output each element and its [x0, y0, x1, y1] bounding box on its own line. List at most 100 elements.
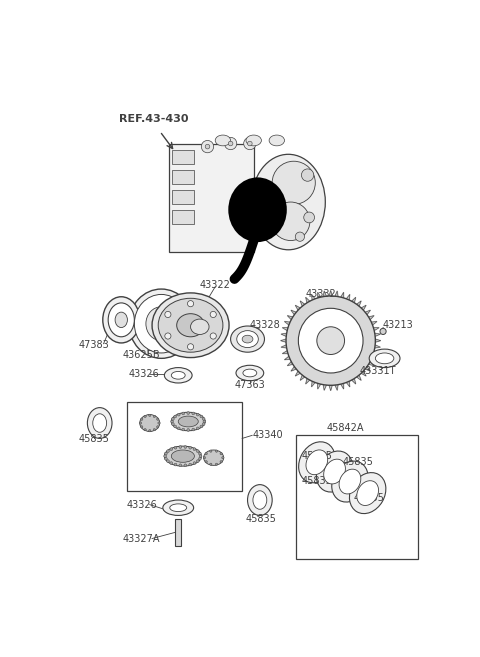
Circle shape	[165, 457, 167, 460]
Circle shape	[205, 453, 207, 455]
Circle shape	[314, 307, 316, 309]
Text: 43331T: 43331T	[360, 367, 396, 376]
Ellipse shape	[339, 469, 361, 494]
Ellipse shape	[242, 335, 253, 343]
Circle shape	[248, 141, 252, 146]
Ellipse shape	[243, 369, 257, 377]
Circle shape	[170, 462, 173, 464]
Polygon shape	[282, 351, 288, 353]
Polygon shape	[329, 290, 332, 296]
Circle shape	[156, 418, 159, 420]
Bar	[172, 150, 193, 164]
Circle shape	[220, 461, 222, 463]
Circle shape	[210, 333, 216, 339]
Ellipse shape	[170, 504, 187, 512]
Ellipse shape	[146, 307, 177, 340]
Circle shape	[171, 422, 174, 426]
Polygon shape	[312, 381, 315, 387]
Text: 47363: 47363	[234, 380, 265, 390]
Text: 47383: 47383	[78, 340, 109, 350]
Circle shape	[202, 417, 205, 420]
Circle shape	[200, 425, 203, 428]
Text: 43326: 43326	[129, 369, 160, 378]
Polygon shape	[341, 383, 344, 389]
Ellipse shape	[375, 353, 394, 364]
Ellipse shape	[108, 303, 134, 337]
Circle shape	[167, 450, 169, 453]
Ellipse shape	[103, 297, 140, 343]
Polygon shape	[324, 385, 326, 390]
Circle shape	[171, 417, 174, 420]
Circle shape	[187, 428, 190, 432]
Polygon shape	[373, 328, 379, 330]
Circle shape	[205, 461, 207, 463]
Ellipse shape	[271, 202, 310, 240]
Text: 45835: 45835	[301, 476, 332, 486]
Circle shape	[189, 446, 192, 449]
Ellipse shape	[204, 450, 224, 465]
Ellipse shape	[246, 135, 262, 146]
Circle shape	[196, 460, 199, 463]
Text: 45835: 45835	[246, 514, 277, 524]
Circle shape	[225, 137, 237, 150]
Circle shape	[184, 464, 187, 466]
Ellipse shape	[357, 481, 379, 505]
Circle shape	[164, 455, 167, 457]
Ellipse shape	[215, 135, 230, 146]
Polygon shape	[318, 292, 321, 298]
Polygon shape	[300, 301, 305, 306]
Circle shape	[203, 305, 205, 307]
Polygon shape	[369, 361, 374, 366]
Polygon shape	[306, 298, 310, 303]
Ellipse shape	[228, 177, 287, 242]
Circle shape	[202, 422, 205, 426]
Circle shape	[182, 428, 185, 431]
Text: 43340: 43340	[252, 430, 283, 440]
Circle shape	[192, 412, 194, 415]
Circle shape	[139, 422, 142, 424]
Circle shape	[182, 412, 185, 415]
Circle shape	[193, 462, 196, 464]
Circle shape	[380, 328, 386, 334]
Polygon shape	[365, 310, 371, 315]
Text: 43328: 43328	[250, 320, 281, 330]
Ellipse shape	[164, 446, 201, 466]
Polygon shape	[372, 321, 377, 325]
Ellipse shape	[177, 313, 204, 337]
Text: 45835: 45835	[301, 451, 332, 461]
Circle shape	[144, 415, 146, 417]
Polygon shape	[281, 345, 287, 348]
Ellipse shape	[171, 450, 194, 463]
Polygon shape	[357, 301, 361, 306]
Polygon shape	[372, 356, 377, 360]
Circle shape	[210, 450, 212, 452]
Polygon shape	[365, 367, 371, 371]
Bar	[296, 436, 418, 558]
Circle shape	[205, 145, 210, 149]
Circle shape	[149, 414, 151, 417]
Circle shape	[153, 428, 156, 431]
Polygon shape	[352, 378, 356, 384]
Circle shape	[187, 412, 190, 415]
Polygon shape	[285, 321, 290, 325]
Circle shape	[196, 427, 199, 430]
Circle shape	[196, 413, 199, 416]
Ellipse shape	[349, 472, 386, 514]
Circle shape	[158, 422, 160, 424]
Circle shape	[244, 137, 256, 150]
Polygon shape	[300, 375, 305, 380]
Polygon shape	[306, 378, 310, 384]
Ellipse shape	[140, 415, 160, 432]
Ellipse shape	[87, 407, 112, 438]
Polygon shape	[324, 291, 326, 296]
Circle shape	[200, 415, 203, 418]
Circle shape	[201, 141, 214, 153]
Circle shape	[220, 453, 222, 455]
Ellipse shape	[163, 500, 193, 516]
Ellipse shape	[272, 161, 315, 204]
Ellipse shape	[369, 349, 400, 367]
Circle shape	[171, 420, 173, 423]
Circle shape	[179, 464, 182, 466]
Ellipse shape	[237, 330, 258, 348]
Circle shape	[153, 415, 156, 417]
